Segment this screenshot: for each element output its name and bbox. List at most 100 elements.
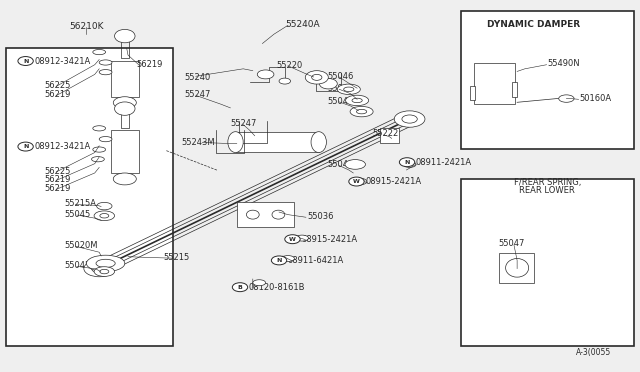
Ellipse shape — [99, 70, 112, 75]
Text: 56225: 56225 — [45, 81, 71, 90]
Ellipse shape — [279, 78, 291, 84]
Text: 55045: 55045 — [64, 210, 90, 219]
Ellipse shape — [282, 256, 294, 262]
Ellipse shape — [403, 161, 416, 167]
Text: 50160A: 50160A — [580, 94, 612, 103]
Bar — [111, 130, 139, 173]
Ellipse shape — [100, 214, 109, 218]
Ellipse shape — [96, 259, 115, 267]
Ellipse shape — [115, 29, 135, 43]
Ellipse shape — [345, 160, 365, 169]
Text: 55490N: 55490N — [548, 60, 580, 68]
Text: 56219: 56219 — [45, 175, 71, 184]
Ellipse shape — [92, 264, 107, 273]
Text: 08911-2421A: 08911-2421A — [416, 158, 472, 167]
Bar — [6, 48, 173, 346]
Circle shape — [18, 57, 33, 65]
Ellipse shape — [350, 106, 373, 117]
Ellipse shape — [93, 49, 106, 55]
Ellipse shape — [394, 111, 425, 127]
Text: N: N — [276, 258, 282, 263]
Ellipse shape — [337, 84, 360, 94]
Bar — [499, 253, 534, 283]
Bar — [461, 179, 634, 346]
Ellipse shape — [344, 87, 354, 92]
Text: 08912-3421A: 08912-3421A — [35, 142, 91, 151]
Text: 55240: 55240 — [184, 73, 211, 82]
Text: DYNAMIC DAMPER: DYNAMIC DAMPER — [486, 20, 580, 29]
Text: 08915-2421A: 08915-2421A — [365, 177, 422, 186]
Ellipse shape — [94, 211, 115, 221]
Ellipse shape — [506, 259, 529, 277]
Text: F/REAR SPRING,: F/REAR SPRING, — [513, 178, 581, 187]
Ellipse shape — [228, 132, 243, 153]
Bar — [512, 82, 517, 97]
Text: 55215A: 55215A — [64, 199, 96, 208]
Bar — [237, 202, 294, 227]
Text: 55046: 55046 — [328, 160, 354, 169]
Text: N: N — [404, 160, 410, 165]
Ellipse shape — [97, 202, 112, 210]
Text: A-3(0055: A-3(0055 — [576, 348, 611, 357]
Text: N: N — [23, 144, 28, 149]
Ellipse shape — [352, 98, 362, 103]
Text: 56219: 56219 — [136, 60, 163, 69]
Ellipse shape — [99, 137, 112, 142]
Ellipse shape — [99, 60, 112, 65]
Ellipse shape — [86, 255, 125, 272]
Text: 55045: 55045 — [64, 261, 90, 270]
Ellipse shape — [84, 260, 115, 277]
Bar — [236, 132, 319, 152]
Text: 08911-6421A: 08911-6421A — [288, 256, 344, 265]
Ellipse shape — [356, 109, 367, 114]
Text: 55240A: 55240A — [285, 20, 319, 29]
Ellipse shape — [312, 74, 322, 80]
Ellipse shape — [253, 280, 266, 286]
Ellipse shape — [402, 115, 417, 123]
Text: 55247: 55247 — [184, 90, 211, 99]
Text: 55047: 55047 — [499, 239, 525, 248]
Circle shape — [349, 177, 364, 186]
Ellipse shape — [346, 95, 369, 106]
Text: 55046: 55046 — [328, 72, 354, 81]
Text: 56219: 56219 — [45, 90, 71, 99]
Ellipse shape — [246, 210, 259, 219]
Ellipse shape — [305, 71, 328, 84]
Bar — [474, 63, 515, 104]
Text: 08915-2421A: 08915-2421A — [301, 235, 358, 244]
Text: W: W — [353, 179, 360, 184]
Circle shape — [232, 283, 248, 292]
Circle shape — [271, 256, 287, 265]
Text: W: W — [289, 237, 296, 242]
Text: N: N — [23, 58, 28, 64]
Ellipse shape — [115, 102, 135, 115]
Bar — [470, 86, 475, 100]
Circle shape — [399, 158, 415, 167]
Text: 55020M: 55020M — [64, 241, 97, 250]
Bar — [380, 128, 399, 143]
Text: 08912-3421A: 08912-3421A — [35, 57, 91, 65]
Ellipse shape — [113, 97, 136, 109]
Circle shape — [285, 235, 300, 244]
Ellipse shape — [272, 210, 285, 219]
Ellipse shape — [559, 95, 574, 102]
Text: 55046: 55046 — [328, 97, 354, 106]
Ellipse shape — [93, 147, 106, 152]
Ellipse shape — [353, 178, 367, 185]
Text: 55046: 55046 — [328, 84, 354, 93]
Text: 55243M: 55243M — [182, 138, 216, 147]
Ellipse shape — [100, 269, 109, 274]
Text: 08120-8161B: 08120-8161B — [249, 283, 305, 292]
Text: 55215: 55215 — [163, 253, 189, 262]
Ellipse shape — [94, 267, 115, 276]
Ellipse shape — [311, 132, 326, 153]
Text: 56219: 56219 — [45, 184, 71, 193]
Text: 55247: 55247 — [230, 119, 257, 128]
Ellipse shape — [257, 70, 274, 79]
Text: 55036: 55036 — [307, 212, 333, 221]
Ellipse shape — [296, 235, 308, 241]
Text: 56210K: 56210K — [69, 22, 104, 31]
Ellipse shape — [93, 126, 106, 131]
Ellipse shape — [319, 78, 337, 89]
Text: B: B — [237, 285, 243, 290]
